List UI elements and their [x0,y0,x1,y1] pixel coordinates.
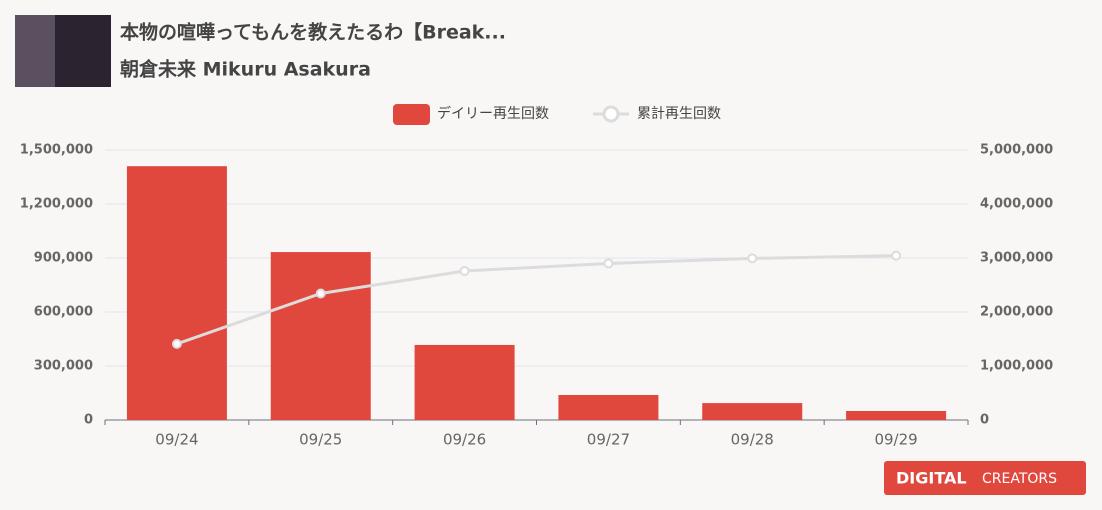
chart-title: 本物の喧嘩ってもんを教えたるわ【Break... [120,21,506,44]
bar [702,403,803,420]
legend-label: 累計再生回数 [637,106,721,122]
x-tick-label: 09/27 [587,431,630,449]
bar [558,394,659,420]
y-tick-label: 1,500,000 [20,143,93,158]
legend-swatch [393,104,430,125]
bar [126,166,227,420]
x-tick-label: 09/25 [299,431,342,449]
y-tick-label: 900,000 [34,251,93,266]
bar [414,344,515,420]
y2-tick-label: 1,000,000 [980,359,1053,374]
chart-subtitle: 朝倉未来 Mikuru Asakura [120,58,371,81]
point [315,288,326,299]
point [747,253,758,264]
y2-tick-label: 5,000,000 [980,143,1053,158]
bar [846,411,947,420]
logo-text: DIGITAL [896,469,967,488]
y2-tick-label: 2,000,000 [980,305,1053,320]
y-tick-label: 300,000 [34,359,93,374]
y-tick-label: 600,000 [34,305,93,320]
y2-tick-label: 4,000,000 [980,197,1053,212]
legend-label: デイリー再生回数 [437,105,549,122]
point [891,250,902,261]
logo-box [884,461,1086,495]
x-tick-label: 09/24 [155,431,198,449]
line [176,254,897,346]
point [171,338,182,349]
y2-tick-label: 3,000,000 [980,251,1053,266]
x-tick-label: 09/29 [874,431,917,449]
y2-tick-label: 0 [980,413,989,428]
legend-swatch [602,105,620,123]
point [459,265,470,276]
point [603,258,614,269]
logo-text: CREATORS [982,471,1057,487]
thumbnail-detail [15,15,55,87]
x-tick-label: 09/26 [443,431,486,449]
x-tick-label: 09/28 [731,431,774,449]
y-tick-label: 1,200,000 [20,197,93,212]
bar [270,252,371,420]
y-tick-label: 0 [84,413,93,428]
